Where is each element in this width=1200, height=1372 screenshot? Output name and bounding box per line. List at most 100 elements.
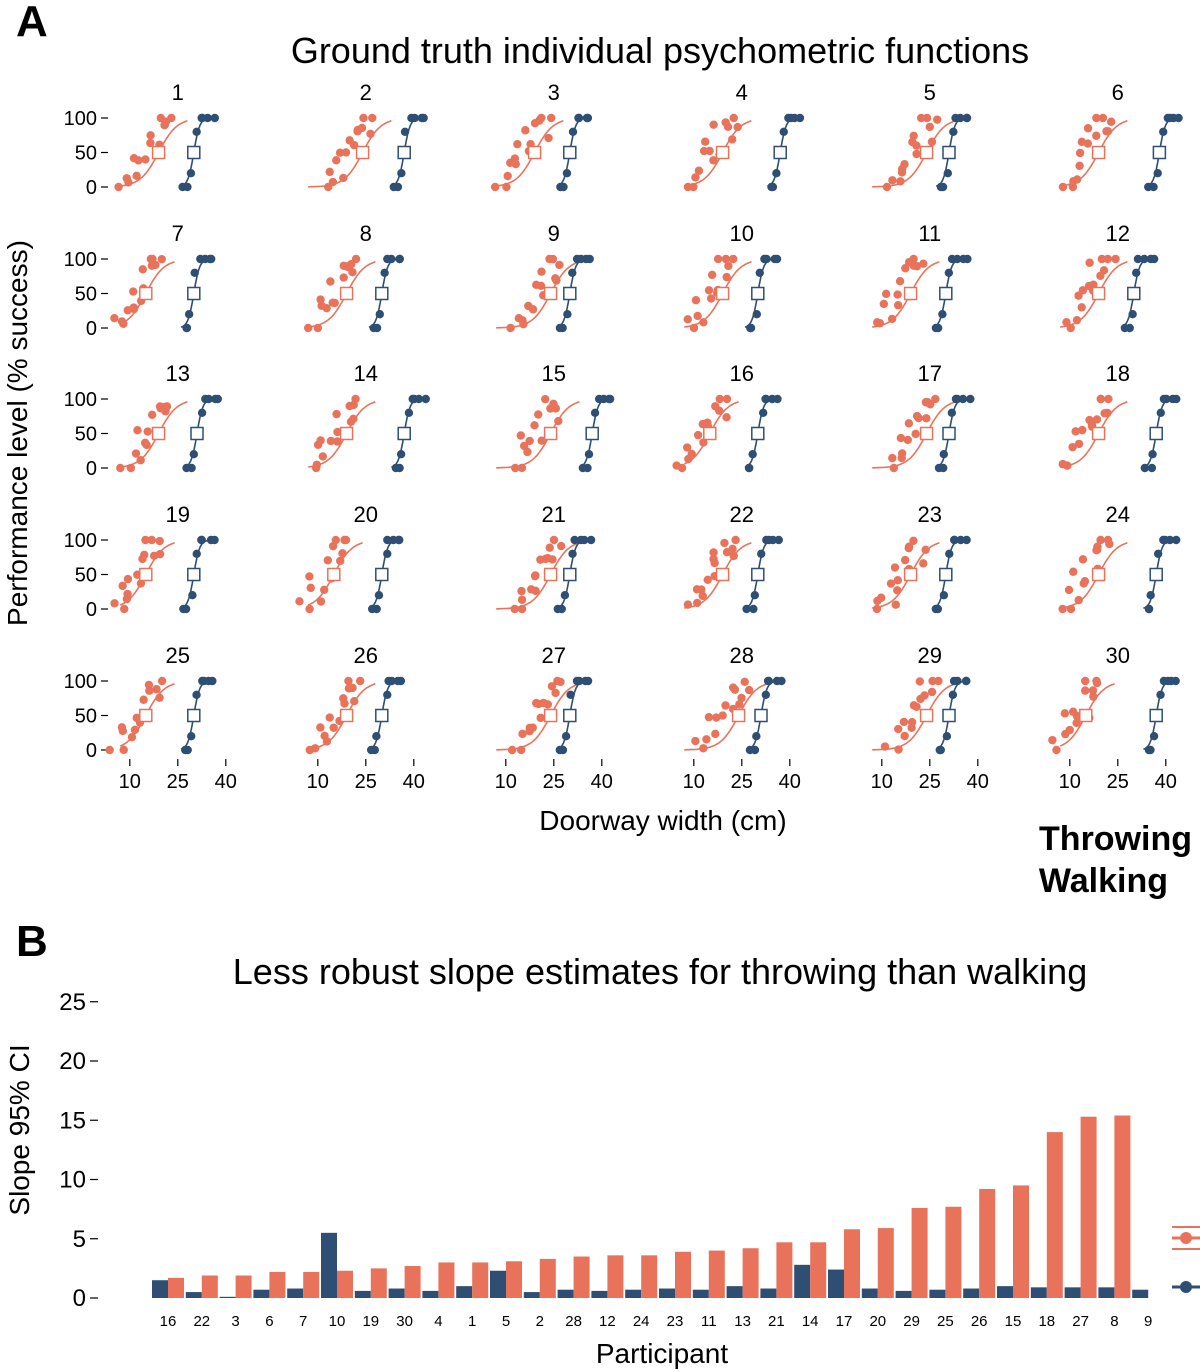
throwing-point: [1088, 686, 1098, 695]
throwing-point: [1068, 442, 1077, 452]
walking-point: [774, 535, 783, 545]
throwing-curve: [872, 401, 956, 469]
throwing-point: [530, 421, 539, 430]
throwing-point: [889, 463, 899, 473]
subplot-title: 3: [548, 80, 560, 105]
throwing-point: [693, 311, 702, 321]
throwing-threshold-marker: [1079, 708, 1093, 723]
walking-point: [1153, 169, 1162, 178]
throwing-point: [537, 113, 546, 123]
walking-point: [953, 254, 962, 264]
subplot-title: 20: [354, 502, 378, 527]
throwing-point: [934, 676, 943, 686]
throwing-point: [689, 182, 698, 192]
throwing-point: [1074, 439, 1084, 449]
throwing-point: [525, 436, 534, 446]
throwing-point: [692, 598, 702, 608]
throwing-point: [689, 323, 699, 333]
throwing-point: [151, 260, 160, 270]
throwing-point: [907, 718, 917, 727]
walking-point: [204, 394, 213, 404]
walking-point: [1133, 254, 1143, 264]
walking-point: [560, 591, 570, 600]
throwing-point: [544, 133, 553, 143]
throwing-point: [162, 402, 172, 411]
walking-point: [1162, 394, 1171, 404]
walking-point: [752, 310, 761, 319]
throwing-point: [147, 410, 157, 419]
throwing-point: [915, 677, 925, 686]
x-tick-label: 21: [768, 1313, 785, 1330]
throwing-point: [127, 732, 137, 742]
walking-point: [750, 591, 760, 600]
y-tick-label: 100: [64, 389, 97, 411]
y-tick-label: 100: [64, 671, 97, 693]
subplot-title: 18: [1106, 361, 1130, 386]
throwing-point: [1083, 139, 1093, 148]
walking-threshold-marker: [773, 145, 787, 160]
x-tick-label: 25: [919, 771, 941, 793]
subplot-title: 15: [542, 361, 566, 386]
throwing-point: [694, 166, 704, 175]
throwing-point: [521, 126, 530, 135]
walking-point: [757, 549, 766, 558]
throwing-point: [320, 585, 329, 594]
y-tick-label: 50: [75, 706, 97, 728]
y-tick-label: 25: [59, 989, 86, 1016]
throwing-threshold-marker: [543, 426, 558, 441]
walking-point: [777, 676, 786, 686]
walking-threshold-marker: [751, 567, 765, 582]
bar-walking-10: [321, 1232, 337, 1298]
x-tick-label: 10: [495, 771, 517, 793]
throwing-point: [534, 410, 543, 419]
throwing-point: [351, 254, 361, 264]
y-tick-label: 100: [64, 530, 97, 552]
throwing-threshold-marker: [339, 708, 354, 723]
walking-point: [570, 535, 579, 545]
panel-a-ylabel: Performance level (% success): [2, 240, 33, 626]
x-tick-label: 40: [215, 771, 237, 793]
y-tick-label: 100: [64, 249, 97, 271]
throwing-threshold-marker: [339, 286, 354, 301]
walking-point: [190, 268, 199, 277]
walking-point: [1149, 732, 1159, 741]
walking-point: [559, 182, 568, 192]
throwing-point: [683, 600, 693, 609]
walking-threshold-marker: [563, 286, 577, 301]
subplot-title: 13: [166, 361, 190, 386]
bar-walking-6: [253, 1289, 270, 1298]
throwing-point: [722, 394, 732, 404]
throwing-point: [927, 687, 937, 697]
throwing-point: [333, 427, 342, 437]
throwing-point: [714, 406, 724, 415]
subplot-title: 30: [1106, 643, 1130, 668]
throwing-point: [897, 453, 906, 463]
subplot-18: 18: [1058, 361, 1181, 473]
throwing-point: [326, 436, 336, 446]
throwing-curve: [496, 401, 580, 469]
walking-point: [563, 310, 572, 319]
walking-point: [953, 676, 962, 686]
throwing-point: [359, 113, 368, 123]
walking-point: [1144, 604, 1154, 614]
walking-point: [206, 254, 216, 264]
throwing-point: [513, 139, 522, 149]
throwing-point: [887, 314, 897, 324]
walking-point: [1128, 310, 1137, 319]
bar-walking-4: [422, 1290, 439, 1298]
throwing-point: [124, 178, 133, 187]
throwing-point: [333, 437, 342, 446]
walking-point: [933, 604, 943, 614]
walking-threshold-marker: [563, 708, 577, 723]
walking-point: [197, 408, 207, 417]
throwing-point: [516, 745, 526, 755]
throwing-point: [1103, 535, 1113, 545]
throwing-point: [323, 556, 332, 565]
throwing-point: [1078, 555, 1088, 564]
throwing-point: [900, 160, 909, 169]
bar-walking-16: [152, 1280, 168, 1298]
throwing-point: [1064, 585, 1074, 595]
walking-point: [795, 113, 805, 123]
subplot-title: 23: [918, 502, 942, 527]
